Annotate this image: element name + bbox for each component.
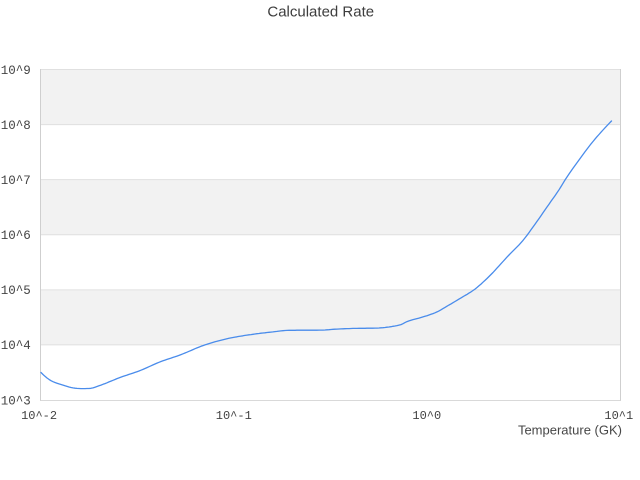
svg-text:10^7: 10^7 <box>1 174 31 188</box>
svg-text:10^1: 10^1 <box>604 409 633 423</box>
svg-text:10^-1: 10^-1 <box>216 409 252 423</box>
svg-text:Calculated Rate: Calculated Rate <box>267 4 374 21</box>
svg-text:10^-2: 10^-2 <box>21 409 57 423</box>
svg-text:10^9: 10^9 <box>1 64 31 78</box>
svg-text:10^4: 10^4 <box>1 339 31 353</box>
svg-text:10^8: 10^8 <box>1 119 31 133</box>
svg-text:Temperature (GK): Temperature (GK) <box>518 423 622 438</box>
svg-text:10^5: 10^5 <box>1 284 31 298</box>
svg-text:10^6: 10^6 <box>1 229 31 243</box>
svg-text:10^3: 10^3 <box>1 394 31 408</box>
svg-text:10^0: 10^0 <box>412 409 441 423</box>
